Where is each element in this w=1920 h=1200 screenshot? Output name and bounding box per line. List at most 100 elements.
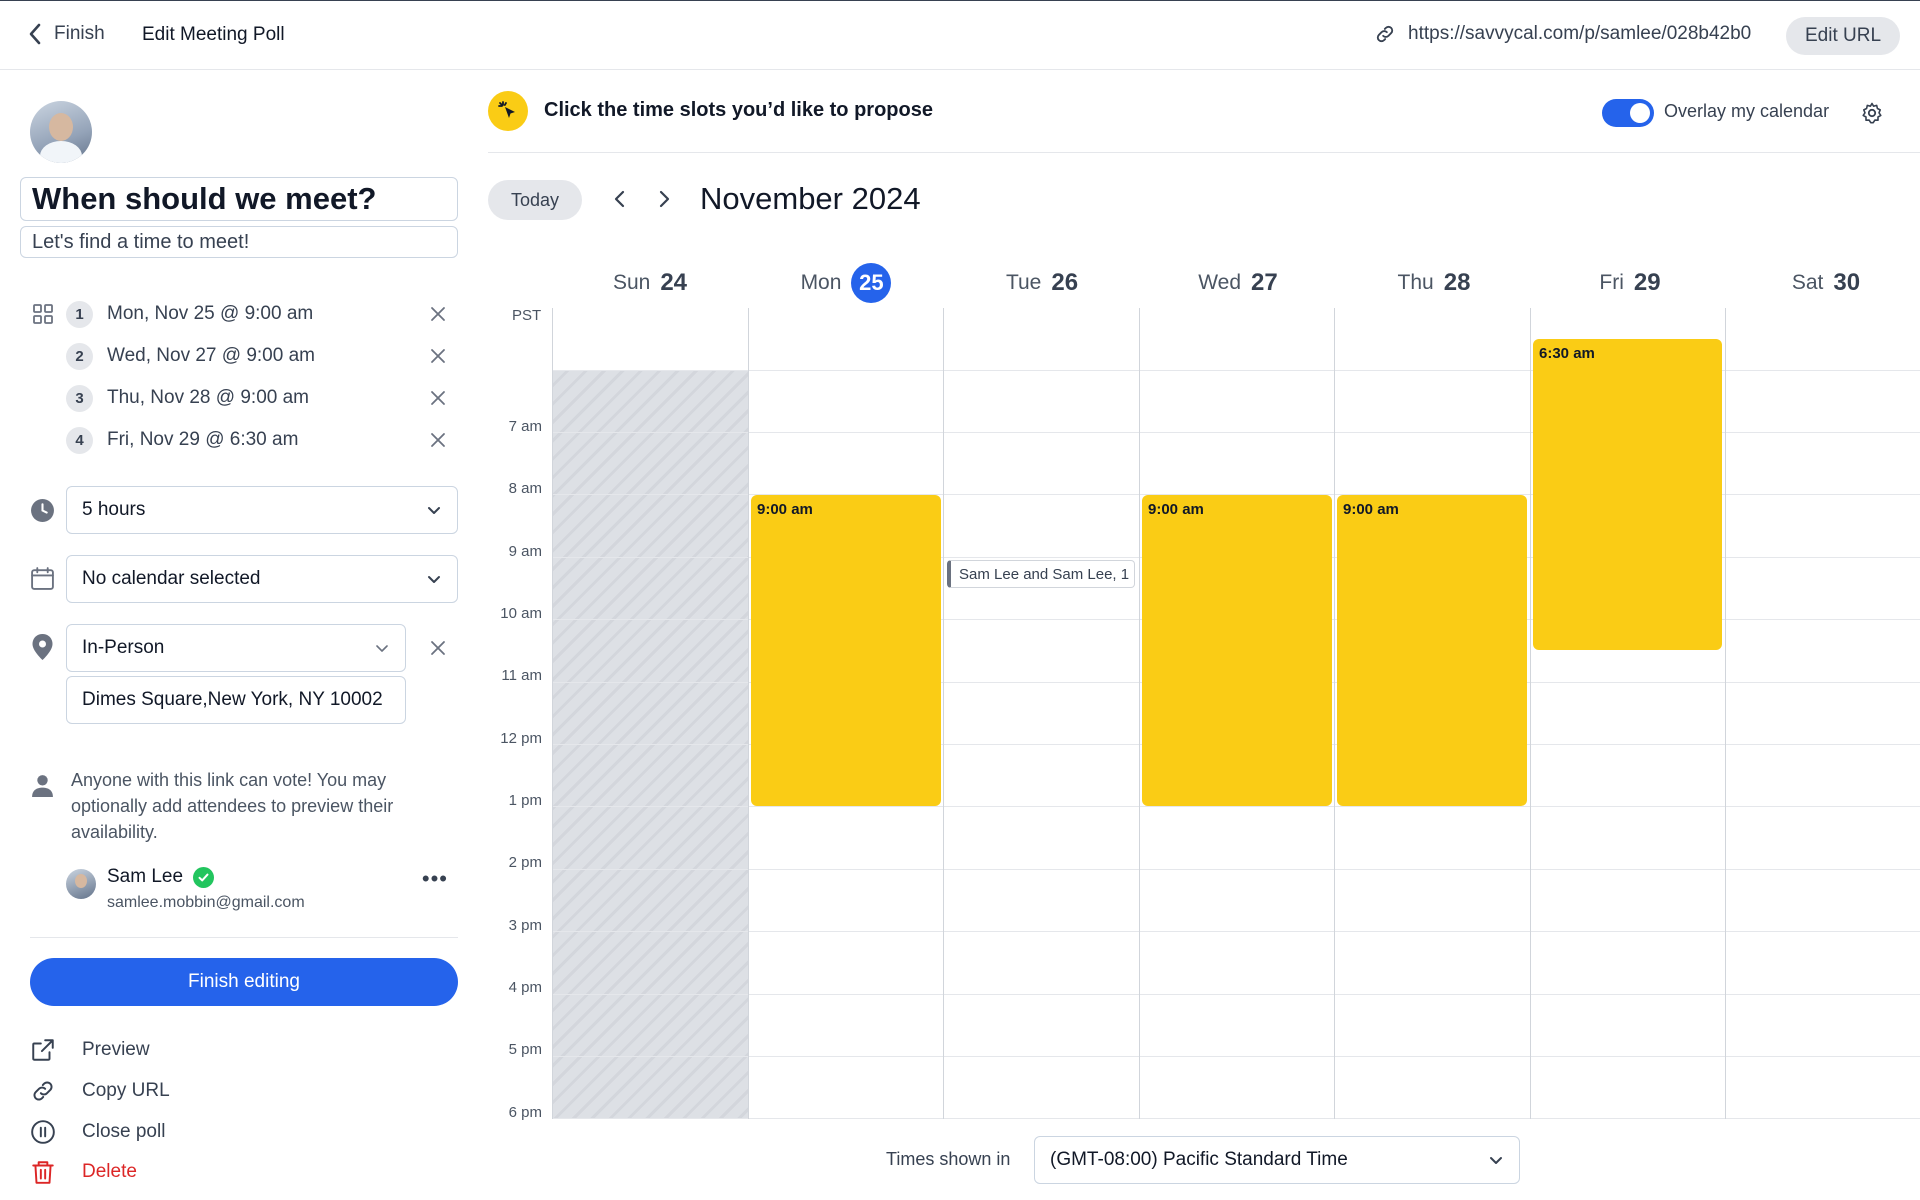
attendee-name: Sam Lee [107, 866, 184, 887]
clock-icon [31, 499, 54, 522]
day-header: Wed 27 [1140, 261, 1336, 305]
hour-line [552, 494, 1920, 495]
proposed-slot[interactable]: 9:00 am [751, 495, 941, 806]
calendar-select[interactable]: No calendar selected [66, 555, 458, 603]
day-name: Sat [1791, 271, 1824, 294]
overlay-calendar-toggle[interactable] [1602, 99, 1654, 127]
day-column-line [1530, 308, 1531, 1119]
time-slot-row: 1 Mon, Nov 25 @ 9:00 am [66, 297, 458, 331]
hour-label: 8 am [508, 480, 542, 497]
day-column-line [748, 308, 749, 1119]
close-poll-label: Close poll [82, 1121, 166, 1142]
slot-label: Mon, Nov 25 @ 9:00 am [107, 303, 314, 324]
poll-url[interactable]: https://savvycal.com/p/samlee/028b42b0 [1374, 23, 1751, 45]
day-column-line [1139, 308, 1140, 1119]
hour-label: 10 am [500, 605, 542, 622]
hour-label: 3 pm [508, 917, 542, 934]
finish-back-link[interactable]: Finish [28, 23, 105, 45]
slot-number: 3 [66, 384, 93, 412]
more-options-icon[interactable]: ••• [421, 866, 448, 891]
chevron-left-icon[interactable] [612, 188, 628, 210]
week-grid[interactable]: 9:00 am 9:00 am 9:00 am 6:30 am Sam Lee … [552, 308, 1920, 1119]
hour-label: 1 pm [508, 792, 542, 809]
day-column-line [1334, 308, 1335, 1119]
calendar-icon [31, 567, 54, 590]
proposed-slot[interactable]: 6:30 am [1533, 339, 1722, 650]
map-pin-icon [32, 634, 53, 660]
day-name: Thu [1397, 271, 1434, 294]
hour-label: 4 pm [508, 979, 542, 996]
calendar-hint: Click the time slots you’d like to propo… [544, 99, 933, 121]
location-type-select[interactable]: In-Person [66, 624, 406, 672]
day-header: Mon 25 [748, 261, 944, 305]
calendar-panel: Click the time slots you’d like to propo… [488, 71, 1920, 1200]
poll-editor-panel: When should we meet? Let's find a time t… [0, 71, 488, 1200]
slot-number: 2 [66, 342, 93, 370]
day-header: Tue 26 [944, 261, 1140, 305]
existing-calendar-event[interactable]: Sam Lee and Sam Lee, 1 [947, 560, 1135, 588]
copy-url-action[interactable]: Copy URL [30, 1076, 330, 1106]
duration-select[interactable]: 5 hours [66, 486, 458, 534]
close-icon[interactable] [428, 388, 448, 408]
day-name: Fri [1599, 271, 1624, 294]
day-number: 27 [1251, 269, 1278, 296]
chevron-right-icon[interactable] [656, 188, 672, 210]
times-shown-in-label: Times shown in [886, 1149, 1011, 1169]
hour-label: 12 pm [500, 730, 542, 747]
proposed-slot[interactable]: 9:00 am [1337, 495, 1527, 806]
hour-line [552, 994, 1920, 995]
location-type-value: In-Person [82, 637, 165, 658]
top-bar: Finish Edit Meeting Poll https://savvyca… [0, 0, 1920, 70]
chevron-down-icon [1490, 1157, 1502, 1164]
close-icon[interactable] [428, 430, 448, 450]
day-number: 26 [1051, 269, 1079, 296]
page-title: Edit Meeting Poll [142, 24, 285, 45]
chevron-left-icon [29, 23, 41, 45]
grid-icon [33, 304, 53, 324]
attendee-email: samlee.mobbin@gmail.com [107, 894, 305, 911]
proposed-slot[interactable]: 9:00 am [1142, 495, 1332, 806]
close-icon[interactable] [428, 346, 448, 366]
today-button[interactable]: Today [488, 180, 582, 220]
day-number: 29 [1633, 269, 1661, 296]
close-poll-action[interactable]: Close poll [30, 1117, 330, 1147]
link-icon [33, 1081, 53, 1101]
hour-label: 7 am [508, 418, 542, 435]
cursor-click-icon [488, 91, 528, 131]
delete-action[interactable]: Delete [30, 1157, 330, 1187]
day-column-line [1725, 308, 1726, 1119]
chevron-down-icon [376, 645, 388, 652]
attendee-name-wrap: Sam Lee [107, 866, 215, 888]
day-column-line [943, 308, 944, 1119]
day-column-line [552, 308, 553, 1119]
finish-back-label: Finish [54, 23, 105, 44]
attendee-avatar [66, 869, 96, 899]
day-name: Sun [612, 271, 651, 294]
chevron-down-icon [428, 576, 440, 583]
day-name: Mon [800, 271, 842, 294]
day-name: Wed [1198, 271, 1242, 294]
gear-icon[interactable] [1860, 101, 1884, 125]
hour-label: 2 pm [508, 854, 542, 871]
time-slot-row: 3 Thu, Nov 28 @ 9:00 am [66, 381, 458, 415]
timezone-abbrev: PST [512, 307, 542, 324]
preview-action[interactable]: Preview [30, 1035, 330, 1065]
duration-value: 5 hours [82, 499, 146, 520]
address-input[interactable]: Dimes Square,New York, NY 10002 [66, 676, 406, 724]
close-icon[interactable] [428, 304, 448, 324]
timezone-value: (GMT-08:00) Pacific Standard Time [1050, 1149, 1348, 1170]
timezone-select[interactable]: (GMT-08:00) Pacific Standard Time [1034, 1136, 1520, 1184]
edit-url-button[interactable]: Edit URL [1786, 17, 1900, 55]
calendar-value: No calendar selected [82, 568, 261, 589]
chevron-down-icon [428, 507, 440, 514]
slot-label: Thu, Nov 28 @ 9:00 am [107, 387, 309, 408]
month-title: November 2024 [700, 181, 921, 216]
day-number: 30 [1833, 269, 1861, 296]
poll-url-text: https://savvycal.com/p/samlee/028b42b0 [1408, 23, 1752, 44]
close-icon[interactable] [428, 638, 448, 658]
finish-editing-button[interactable]: Finish editing [30, 958, 458, 1006]
hour-line [552, 1118, 1920, 1119]
day-header: Sun 24 [552, 261, 748, 305]
poll-description-input[interactable]: Let's find a time to meet! [20, 226, 458, 258]
poll-title-input[interactable]: When should we meet? [20, 177, 458, 221]
